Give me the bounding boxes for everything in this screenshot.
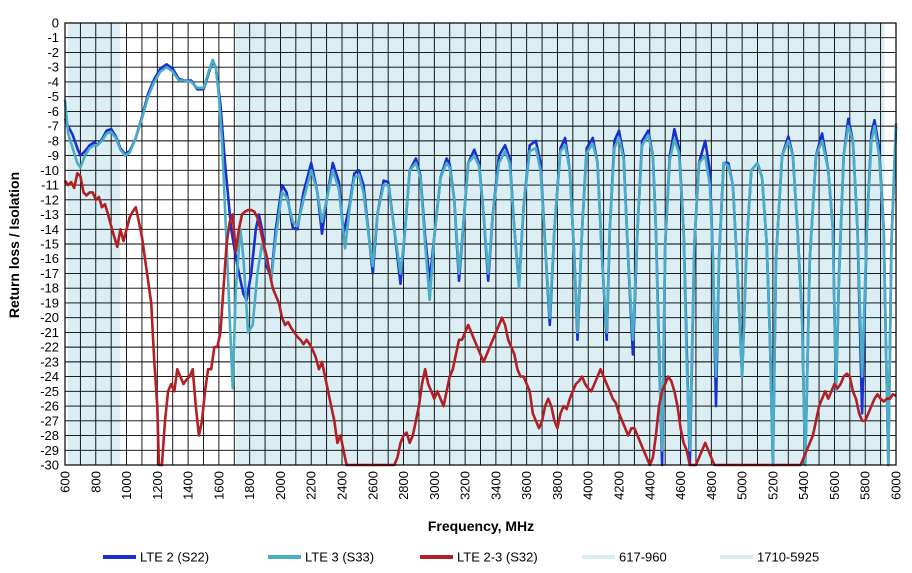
- legend-label: LTE 2-3 (S32): [457, 550, 538, 565]
- y-tick-label: -17: [40, 266, 59, 281]
- y-tick-label: -14: [40, 222, 59, 237]
- y-tick-label: -26: [40, 399, 59, 414]
- y-tick-label: -6: [47, 104, 59, 119]
- y-tick-label: -29: [40, 443, 59, 458]
- y-tick-label: -15: [40, 237, 59, 252]
- y-tick-label: -2: [47, 45, 59, 60]
- x-tick-label: 5600: [827, 471, 842, 500]
- y-tick-label: -5: [47, 89, 59, 104]
- x-tick-label: 5400: [796, 471, 811, 500]
- y-tick-label: -8: [47, 133, 59, 148]
- legend-label: LTE 2 (S22): [140, 550, 209, 565]
- x-tick-label: 1600: [211, 471, 226, 500]
- x-tick-label: 2800: [396, 471, 411, 500]
- y-tick-label: -11: [41, 178, 59, 193]
- x-tick-label: 3400: [488, 471, 503, 500]
- x-tick-label: 1800: [242, 471, 257, 500]
- x-tick-label: 1000: [119, 471, 134, 500]
- plot-border: [64, 22, 897, 466]
- x-tick-label: 4800: [704, 471, 719, 500]
- y-tick-label: -28: [40, 428, 59, 443]
- y-tick-label: -3: [47, 60, 59, 75]
- y-tick-label: -23: [40, 354, 59, 369]
- x-tick-label: 2000: [273, 471, 288, 500]
- legend: LTE 2 (S22) LTE 3 (S33) LTE 2-3 (S32) 617-9…: [103, 550, 819, 565]
- x-tick-label: 1400: [181, 471, 196, 500]
- y-tick-label: -16: [40, 251, 59, 266]
- x-axis-title: Frequency, MHz: [428, 518, 534, 534]
- y-tick-label: 0: [52, 16, 59, 31]
- legend-label: 1710-5925: [757, 550, 819, 565]
- x-tick-label: 2600: [365, 471, 380, 500]
- y-axis-title: Return loss / Isolation: [6, 172, 22, 318]
- x-tick-label: 2200: [304, 471, 319, 500]
- plot-frame: [64, 22, 897, 466]
- y-tick-labels: 0-1-2-3-4-5-6-7-8-9-10-11-12-13-14-15-16…: [40, 16, 59, 473]
- legend-label: LTE 3 (S33): [305, 550, 374, 565]
- x-tick-label: 800: [88, 471, 103, 493]
- x-tick-label: 4000: [581, 471, 596, 500]
- y-tick-label: -19: [40, 295, 59, 310]
- y-tick-label: -22: [40, 340, 59, 355]
- y-tick-label: -18: [40, 281, 59, 296]
- y-tick-label: -25: [40, 384, 59, 399]
- y-tick-label: -27: [40, 413, 59, 428]
- series-line-LTE 3 (S33): [63, 58, 898, 467]
- x-tick-label: 600: [58, 471, 73, 493]
- x-tick-label: 1200: [150, 471, 165, 500]
- x-tick-labels: 600 800 1000 1200 1400 1600 1800 2000 2200 2400 26…: [58, 471, 904, 500]
- x-tick-label: 3000: [427, 471, 442, 500]
- x-tick-label: 3800: [550, 471, 565, 500]
- series-line-LTE 2-3 (S32): [63, 172, 897, 467]
- series-lines: [63, 58, 898, 467]
- x-tick-label: 5800: [858, 471, 873, 500]
- y-tick-label: -1: [47, 30, 59, 45]
- y-tick-label: -4: [47, 74, 59, 89]
- x-tick-label: 4200: [612, 471, 627, 500]
- y-tick-label: -30: [40, 458, 59, 473]
- x-tick-label: 5000: [735, 471, 750, 500]
- x-tick-label: 4600: [673, 471, 688, 500]
- y-tick-label: -9: [47, 148, 59, 163]
- x-tick-label: 3600: [519, 471, 534, 500]
- x-tick-label: 4400: [642, 471, 657, 500]
- legend-label: 617-960: [619, 550, 667, 565]
- y-tick-label: -13: [40, 207, 59, 222]
- x-tick-label: 2400: [335, 471, 350, 500]
- x-tick-label: 6000: [889, 471, 904, 500]
- y-tick-label: -10: [40, 163, 59, 178]
- y-tick-label: -7: [47, 119, 59, 134]
- x-tick-label: 3200: [458, 471, 473, 500]
- y-tick-label: -24: [40, 369, 59, 384]
- y-tick-label: -12: [40, 192, 59, 207]
- y-tick-label: -20: [40, 310, 59, 325]
- y-tick-label: -21: [40, 325, 59, 340]
- x-tick-label: 5200: [765, 471, 780, 500]
